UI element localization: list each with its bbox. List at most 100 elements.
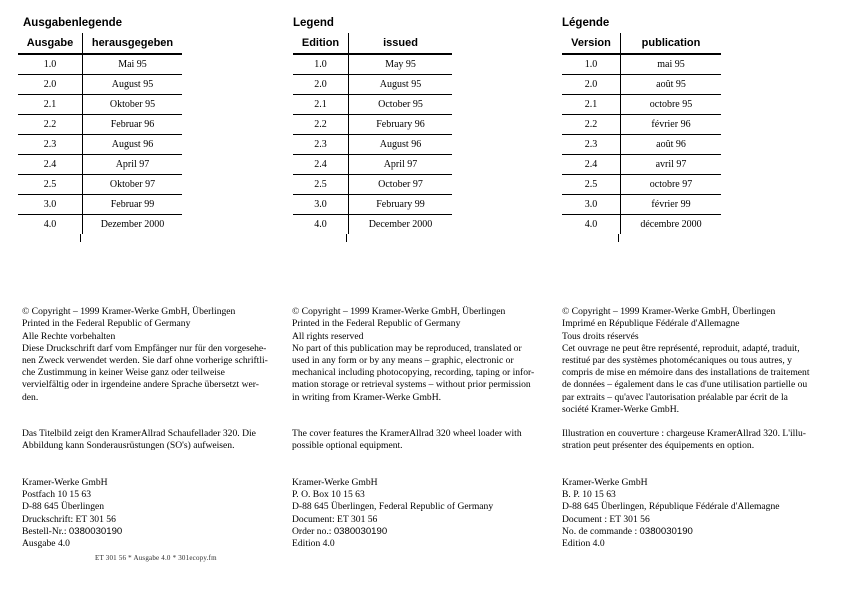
issued-cell: Mai 95 bbox=[82, 54, 182, 75]
edition-cell: 4.0 bbox=[293, 214, 349, 234]
issued-cell: février 99 bbox=[620, 194, 721, 215]
issued-cell: décembre 2000 bbox=[640, 219, 702, 230]
edition-table-french: Version publication 1.0 mai 95 2.0 août 95… bbox=[562, 33, 721, 234]
table-header-row: Ausgabe herausgegeben bbox=[18, 33, 182, 55]
document-number: Document : ET 301 56 bbox=[562, 513, 650, 525]
copyright-block-french: © Copyright – 1999 Kramer-Werke GmbH, Üb… bbox=[562, 294, 830, 562]
edition-cell: 2.3 bbox=[293, 134, 349, 155]
issued-cell: avril 97 bbox=[620, 154, 721, 175]
table-row: 2.4 April 97 bbox=[18, 154, 182, 175]
cover-note: Das Titelbild zeigt den KramerAllrad Sch… bbox=[22, 428, 256, 452]
address-block: Kramer-Werke GmbH Postfach 10 15 63 D-88… bbox=[22, 477, 285, 550]
issued-cell: Dezember 2000 bbox=[100, 219, 165, 230]
page-footer: ET 301 56 * Ausgabe 4.0 * 301ecopy.fm bbox=[95, 554, 217, 562]
issued-cell: August 95 bbox=[348, 74, 452, 95]
edition-cell: 1.0 bbox=[562, 54, 621, 75]
edition-cell: 3.0 bbox=[562, 194, 621, 215]
order-number: 0380030190 bbox=[333, 525, 388, 537]
issued-cell: August 95 bbox=[82, 74, 182, 95]
table-row: 2.3 août 96 bbox=[562, 134, 721, 155]
edition-cell: 2.5 bbox=[18, 174, 83, 195]
document-number: Druckschrift: ET 301 56 bbox=[22, 513, 116, 525]
issued-cell: mai 95 bbox=[620, 54, 721, 75]
document-number: Document: ET 301 56 bbox=[292, 513, 378, 525]
table-row: 2.5 October 97 bbox=[293, 174, 452, 195]
table-row: 3.0 Februar 99 bbox=[18, 194, 182, 215]
address-line: Postfach 10 15 63 bbox=[22, 489, 92, 501]
issued-cell: August 96 bbox=[348, 134, 452, 155]
table-row: 2.2 Februar 96 bbox=[18, 114, 182, 135]
issued-cell: Februar 96 bbox=[82, 114, 182, 135]
section-title-french: Légende bbox=[562, 17, 610, 29]
edition-cell: 2.5 bbox=[293, 174, 349, 195]
column-header-edition: Ausgabe bbox=[18, 33, 83, 55]
issued-cell: October 95 bbox=[348, 94, 452, 115]
table-row: 3.0 février 99 bbox=[562, 194, 721, 215]
order-number: 0380030190 bbox=[639, 525, 693, 537]
address-line: D-88 645 Überlingen, Federal Republic of… bbox=[292, 501, 494, 513]
table-row: 2.1 octobre 95 bbox=[562, 94, 721, 115]
company-name: Kramer-Werke GmbH bbox=[562, 477, 648, 489]
table-row: 2.4 avril 97 bbox=[562, 154, 721, 175]
edition-cell: 2.4 bbox=[562, 154, 621, 175]
edition-cell: 2.1 bbox=[562, 94, 621, 115]
address-line: D-88 645 Überlingen, République Fédérale… bbox=[562, 501, 780, 513]
issued-cell: février 96 bbox=[620, 114, 721, 135]
edition-table-german: Ausgabe herausgegeben 1.0 Mai 95 2.0 Augus… bbox=[18, 33, 182, 234]
company-name: Kramer-Werke GmbH bbox=[292, 477, 378, 489]
section-german: Ausgabenlegende Ausgabe herausgegeben 1.… bbox=[18, 17, 182, 242]
section-title-german: Ausgabenlegende bbox=[23, 17, 123, 29]
edition-line: Edition 4.0 bbox=[562, 538, 605, 550]
table-row: 2.0 August 95 bbox=[293, 74, 452, 95]
edition-line: Ausgabe 4.0 bbox=[22, 538, 70, 550]
copyright-paragraph: © Copyright – 1999 Kramer-Werke GmbH, Üb… bbox=[292, 306, 535, 403]
edition-table-wrap: Version publication 1.0 mai 95 2.0 août 95… bbox=[562, 33, 721, 242]
issued-cell: Oktober 97 bbox=[82, 174, 182, 195]
edition-table-wrap: Ausgabe herausgegeben 1.0 Mai 95 2.0 Augus… bbox=[18, 33, 182, 242]
section-french: Légende Version publication 1.0 mai 95 2.… bbox=[562, 17, 721, 242]
column-header-edition: Edition bbox=[293, 33, 349, 55]
issued-cell: February 96 bbox=[348, 114, 452, 135]
table-row: 2.3 August 96 bbox=[18, 134, 182, 155]
order-label: No. de commande : bbox=[562, 525, 640, 537]
copyright-block-english: © Copyright – 1999 Kramer-Werke GmbH, Üb… bbox=[292, 294, 555, 562]
edition-cell: 4.0 bbox=[18, 214, 83, 234]
edition-cell: 2.3 bbox=[18, 134, 83, 155]
edition-cell: 2.1 bbox=[293, 94, 349, 115]
order-label: Order no.: bbox=[292, 525, 334, 537]
table-row: 4.0 Dezember 2000 bbox=[18, 214, 182, 234]
column-header-edition: Version bbox=[562, 33, 621, 55]
edition-cell: 3.0 bbox=[293, 194, 349, 215]
edition-cell: 2.3 bbox=[562, 134, 621, 155]
edition-cell: 1.0 bbox=[18, 54, 83, 75]
issued-cell: octobre 97 bbox=[620, 174, 721, 195]
company-name: Kramer-Werke GmbH bbox=[22, 477, 108, 489]
order-number-line: Bestell-Nr.: 0380030190 bbox=[22, 526, 285, 538]
edition-cell: 2.4 bbox=[18, 154, 83, 175]
column-header-issued: issued bbox=[348, 33, 452, 55]
edition-cell: 3.0 bbox=[18, 194, 83, 215]
order-number-line: No. de commande : 0380030190 bbox=[562, 526, 830, 538]
edition-cell: 2.0 bbox=[293, 74, 349, 95]
edition-cell: 2.2 bbox=[18, 114, 83, 135]
issued-cell: February 99 bbox=[348, 194, 452, 215]
order-number: 0380030190 bbox=[68, 525, 123, 537]
issued-cell: May 95 bbox=[348, 54, 452, 75]
copyright-block-german: © Copyright – 1999 Kramer-Werke GmbH, Üb… bbox=[22, 294, 285, 562]
edition-cell: 2.5 bbox=[562, 174, 621, 195]
issued-cell: août 95 bbox=[620, 74, 721, 95]
table-row: 1.0 Mai 95 bbox=[18, 54, 182, 75]
issued-cell: April 97 bbox=[82, 154, 182, 175]
address-line: P. O. Box 10 15 63 bbox=[292, 489, 365, 501]
cover-note: Illustration en couverture : chargeuse K… bbox=[562, 428, 806, 452]
table-header-row: Version publication bbox=[562, 33, 721, 55]
issued-cell: August 96 bbox=[82, 134, 182, 155]
column-header-issued: publication bbox=[620, 33, 721, 55]
table-row: 1.0 mai 95 bbox=[562, 54, 721, 75]
order-label: Bestell-Nr.: bbox=[22, 525, 69, 537]
table-row: 2.5 Oktober 97 bbox=[18, 174, 182, 195]
edition-cell: 2.2 bbox=[562, 114, 621, 135]
address-block: Kramer-Werke GmbH P. O. Box 10 15 63 D-8… bbox=[292, 477, 555, 550]
issued-cell: août 96 bbox=[620, 134, 721, 155]
table-row: 4.0 December 2000 bbox=[293, 214, 452, 234]
